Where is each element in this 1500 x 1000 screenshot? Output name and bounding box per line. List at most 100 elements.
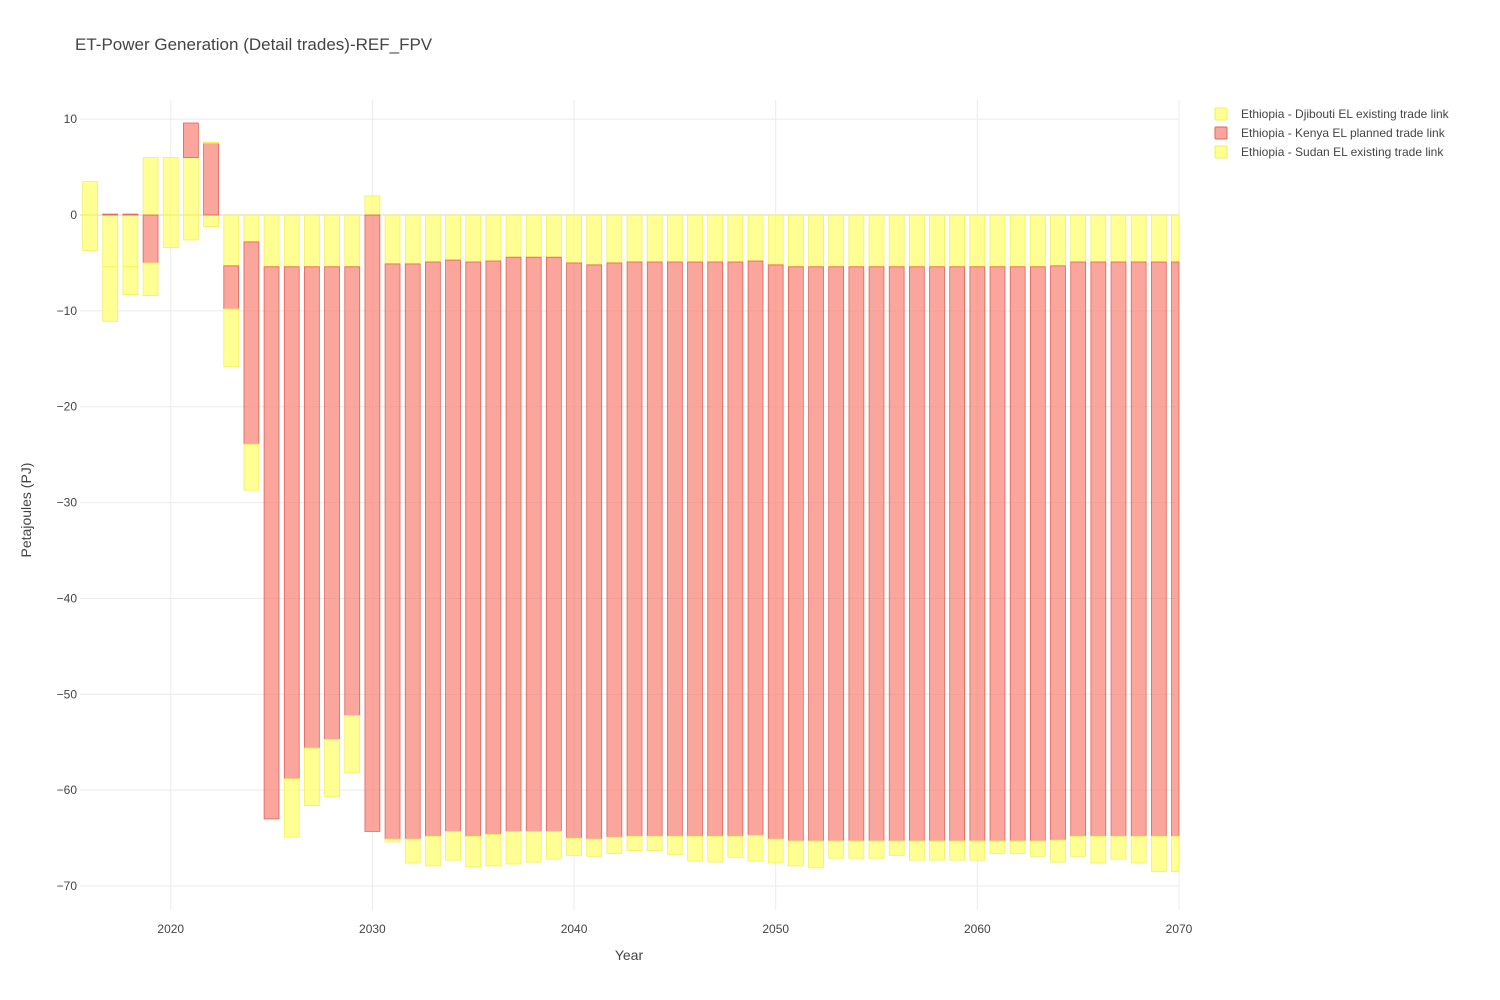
bar-series-2-2067[interactable]	[1110, 835, 1127, 860]
bar-series-2-2043[interactable]	[626, 835, 643, 851]
bar-series-0-2031[interactable]	[384, 214, 401, 265]
bar-series-1-2024[interactable]	[243, 241, 260, 445]
bar-series-2-2052[interactable]	[808, 840, 824, 869]
bar-series-0-2065[interactable]	[1070, 214, 1087, 263]
bar-series-2-2039[interactable]	[546, 830, 562, 860]
bar-series-2-2059[interactable]	[949, 840, 966, 861]
bar-series-2-2040[interactable]	[566, 837, 582, 856]
bar-series-0-2069[interactable]	[1150, 214, 1167, 263]
bar-series-1-2064[interactable]	[1050, 265, 1066, 841]
bar-series-1-2043[interactable]	[626, 261, 643, 837]
bar-series-0-2026[interactable]	[283, 214, 300, 268]
bar-series-2-2061[interactable]	[989, 840, 1006, 854]
bar-series-0-2047[interactable]	[707, 214, 724, 263]
bar-series-1-2028[interactable]	[324, 266, 340, 740]
bar-series-1-2040[interactable]	[566, 262, 582, 839]
bar-series-2-2020[interactable]	[162, 214, 179, 249]
bar-series-1-2058[interactable]	[929, 266, 945, 842]
bar-series-1-2019[interactable]	[142, 214, 159, 264]
bar-series-0-2061[interactable]	[989, 214, 1006, 268]
bar-series-1-2022[interactable]	[203, 142, 219, 216]
bar-series-1-2017[interactable]	[102, 213, 119, 216]
bar-series-0-2017[interactable]	[102, 214, 119, 268]
bar-series-0-2070[interactable]	[1171, 214, 1180, 263]
bar-series-1-2042[interactable]	[606, 262, 623, 838]
bar-series-1-2066[interactable]	[1090, 261, 1107, 837]
bar-series-1-2021[interactable]	[183, 122, 199, 158]
legend-label[interactable]: Ethiopia - Djibouti EL existing trade li…	[1241, 107, 1450, 121]
bar-series-0-2030[interactable]	[364, 195, 381, 216]
bar-series-0-2046[interactable]	[687, 214, 703, 263]
bar-series-0-2066[interactable]	[1090, 214, 1107, 263]
bar-series-1-2035[interactable]	[465, 261, 482, 837]
bar-series-0-2056[interactable]	[888, 214, 905, 268]
bar-series-1-2026[interactable]	[283, 266, 300, 780]
bar-series-0-2048[interactable]	[727, 214, 744, 263]
bar-series-1-2030[interactable]	[364, 214, 381, 832]
bar-series-0-2058[interactable]	[929, 214, 945, 268]
bar-series-1-2048[interactable]	[727, 261, 744, 837]
bar-series-2-2037[interactable]	[505, 830, 522, 865]
bar-series-1-2033[interactable]	[425, 261, 441, 837]
bar-series-2-2021[interactable]	[183, 214, 199, 241]
bar-series-1-2069[interactable]	[1150, 261, 1167, 837]
bar-series-1-2050[interactable]	[767, 264, 784, 840]
bar-series-2-2044[interactable]	[646, 835, 663, 851]
bar-series-0-2037[interactable]	[505, 214, 522, 258]
bar-series-2-2026[interactable]	[283, 778, 300, 838]
bar-series-1-2046[interactable]	[687, 261, 703, 837]
bar-series-0-2062[interactable]	[1009, 214, 1026, 268]
bar-series-1-2055[interactable]	[868, 266, 885, 842]
bar-series-1-2044[interactable]	[646, 261, 663, 837]
bar-series-2-2056[interactable]	[888, 840, 905, 856]
bar-series-0-2028[interactable]	[324, 214, 340, 268]
bar-series-1-2067[interactable]	[1110, 261, 1127, 837]
bar-series-1-2062[interactable]	[1009, 266, 1026, 842]
bar-series-1-2068[interactable]	[1130, 261, 1147, 837]
bar-series-0-2036[interactable]	[485, 214, 502, 262]
bar-series-0-2045[interactable]	[667, 214, 683, 263]
bar-series-1-2056[interactable]	[888, 266, 905, 842]
bar-series-0-2055[interactable]	[868, 214, 885, 268]
bar-series-0-2034[interactable]	[445, 214, 461, 261]
bar-series-0-2059[interactable]	[949, 214, 966, 268]
bar-series-2-2029[interactable]	[344, 715, 361, 774]
bar-series-0-2043[interactable]	[626, 214, 643, 263]
legend[interactable]: Ethiopia - Djibouti EL existing trade li…	[1214, 107, 1450, 159]
bar-series-0-2051[interactable]	[788, 214, 804, 268]
bar-series-1-2060[interactable]	[969, 266, 986, 842]
bar-series-2-2060[interactable]	[969, 840, 986, 861]
bar-series-1-2059[interactable]	[949, 266, 966, 842]
bar-series-2-2048[interactable]	[727, 835, 744, 858]
bar-series-2-2066[interactable]	[1090, 835, 1107, 864]
bar-series-0-2019[interactable]	[142, 157, 159, 216]
bar-series-1-2038[interactable]	[525, 256, 542, 832]
bar-series-0-2044[interactable]	[646, 214, 663, 263]
bar-series-2-2031[interactable]	[384, 838, 401, 843]
bar-series-2-2017[interactable]	[102, 266, 119, 322]
bar-series-2-2058[interactable]	[929, 840, 945, 861]
legend-swatch[interactable]	[1214, 145, 1228, 159]
bar-series-1-2029[interactable]	[344, 266, 361, 716]
bar-series-1-2051[interactable]	[788, 266, 804, 842]
bar-series-0-2018[interactable]	[122, 214, 139, 268]
bar-series-2-2053[interactable]	[828, 840, 845, 859]
bar-series-0-2040[interactable]	[566, 214, 582, 264]
bar-series-1-2027[interactable]	[304, 266, 320, 749]
bar-series-2-2035[interactable]	[465, 835, 482, 868]
bar-series-2-2047[interactable]	[707, 835, 724, 863]
bar-series-0-2029[interactable]	[344, 214, 361, 268]
bar-series-1-2057[interactable]	[908, 266, 925, 842]
bar-series-1-2036[interactable]	[485, 260, 502, 835]
bar-series-2-2028[interactable]	[324, 738, 340, 798]
bar-series-2-2032[interactable]	[404, 838, 421, 864]
bar-series-0-2068[interactable]	[1130, 214, 1147, 263]
bar-series-1-2023[interactable]	[223, 265, 240, 310]
bar-series-2-2051[interactable]	[788, 840, 804, 867]
bar-series-2-2065[interactable]	[1070, 835, 1087, 857]
bar-series-1-2045[interactable]	[667, 261, 683, 837]
bar-series-2-2069[interactable]	[1150, 835, 1167, 873]
legend-label[interactable]: Ethiopia - Kenya EL planned trade link	[1241, 126, 1446, 140]
bar-series-2-2050[interactable]	[767, 838, 784, 864]
bar-series-2-2016[interactable]	[82, 214, 98, 251]
